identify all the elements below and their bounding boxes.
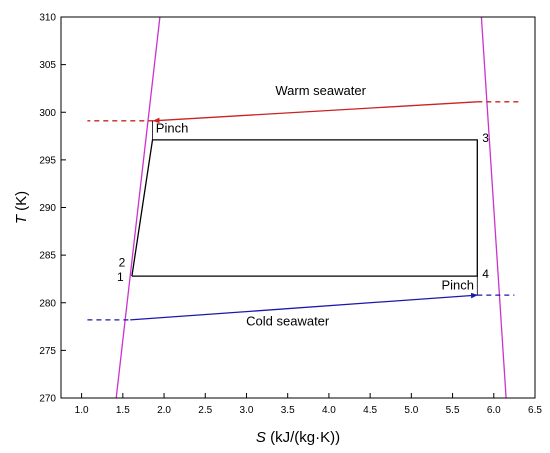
y-tick-label: 285 [39,251,56,262]
x-tick-label: 4.0 [322,405,336,416]
y-tick-label: 280 [39,298,56,309]
data-layer [87,17,519,398]
x-tick-label: 1.0 [75,405,89,416]
x-axis-title: S (kJ/(kg·K)) [256,429,340,446]
state-point-label: 2 [119,256,126,270]
x-tick-label: 1.5 [116,405,130,416]
y-tick-label: 290 [39,203,56,214]
annotation-layer: Warm seawater Cold seawater Pinch Pinch 12 3 4 [117,83,489,329]
y-tick-label: 305 [39,60,56,71]
x-axis-unit: (kJ/(kg·K)) [266,429,340,446]
x-axis: 1.0 1.5 2.0 2.5 3.0 3.5 4.0 4.5 5.0 5.5 6.0 6.5 [75,393,542,416]
x-tick-label: 3.5 [281,405,295,416]
series-sat-liquid [115,17,161,398]
series-cycle [131,139,478,277]
x-tick-label: 2.5 [198,405,212,416]
annotation-label: Warm seawater [275,83,366,98]
y-axis: 270 275 280 285 290 295 300 305 310 [39,13,66,405]
series-cold-solid [130,292,478,321]
x-axis-symbol: S [256,429,266,446]
state-point-label: 3 [482,131,489,145]
annotation-label: Pinch [156,120,189,135]
y-tick-label: 275 [39,346,56,357]
x-tick-label: 5.0 [404,405,418,416]
x-tick-label: 6.0 [487,405,501,416]
annotation-label: Cold seawater [246,314,330,329]
y-tick-label: 300 [39,108,56,119]
x-tick-label: 3.0 [240,405,254,416]
x-tick-label: 2.0 [157,405,171,416]
annotation-label: Pinch [441,277,474,292]
y-axis-title: T (K) [13,191,30,224]
y-axis-symbol: T [13,213,30,224]
series-sat-vapor [480,17,507,398]
x-tick-label: 6.5 [528,405,542,416]
x-tick-label: 4.5 [363,405,377,416]
y-axis-unit: (K) [13,191,30,215]
y-tick-label: 295 [39,155,56,166]
y-tick-label: 310 [39,13,56,24]
series-warm-solid [152,101,478,124]
state-point-label: 4 [482,267,489,281]
plot-background [61,17,535,398]
y-tick-label: 270 [39,394,56,405]
state-point-label: 1 [117,270,124,284]
x-tick-label: 5.5 [446,405,460,416]
